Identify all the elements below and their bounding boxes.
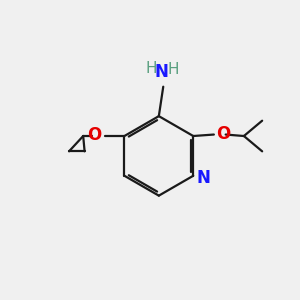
- Text: O: O: [216, 125, 230, 143]
- Text: H: H: [145, 61, 157, 76]
- Text: N: N: [155, 63, 169, 81]
- Text: N: N: [197, 169, 211, 187]
- Text: O: O: [88, 126, 102, 144]
- Text: H: H: [168, 62, 179, 77]
